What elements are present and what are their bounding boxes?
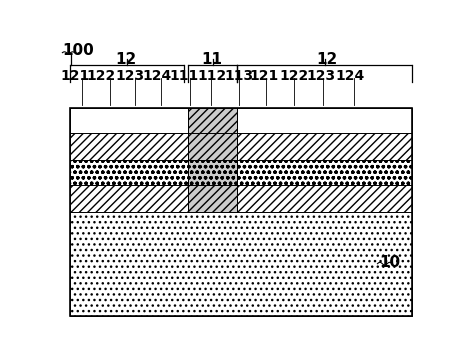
Text: 123: 123 xyxy=(306,69,336,83)
Text: 121: 121 xyxy=(250,69,279,83)
Bar xyxy=(70,212,412,316)
Bar xyxy=(188,160,237,185)
Text: 113: 113 xyxy=(225,69,254,83)
Bar xyxy=(188,133,237,160)
Bar xyxy=(70,108,412,316)
Text: 124: 124 xyxy=(336,69,365,83)
Text: 12: 12 xyxy=(116,52,137,67)
Bar xyxy=(70,160,188,185)
Text: 121: 121 xyxy=(61,69,90,83)
Bar xyxy=(188,185,237,212)
Text: 122: 122 xyxy=(279,69,308,83)
Bar xyxy=(70,185,412,212)
Text: 100: 100 xyxy=(63,43,94,58)
Text: 112: 112 xyxy=(197,69,227,83)
Text: 122: 122 xyxy=(86,69,115,83)
Bar xyxy=(188,108,237,133)
Text: 111: 111 xyxy=(170,69,199,83)
Text: 124: 124 xyxy=(142,69,172,83)
Text: 11: 11 xyxy=(201,52,222,67)
Text: 12: 12 xyxy=(316,52,337,67)
Bar xyxy=(237,133,412,160)
Bar xyxy=(237,108,412,133)
Bar xyxy=(70,133,188,160)
Bar xyxy=(70,108,188,133)
Text: 123: 123 xyxy=(115,69,144,83)
Bar xyxy=(237,160,412,185)
Text: 10: 10 xyxy=(380,255,401,270)
